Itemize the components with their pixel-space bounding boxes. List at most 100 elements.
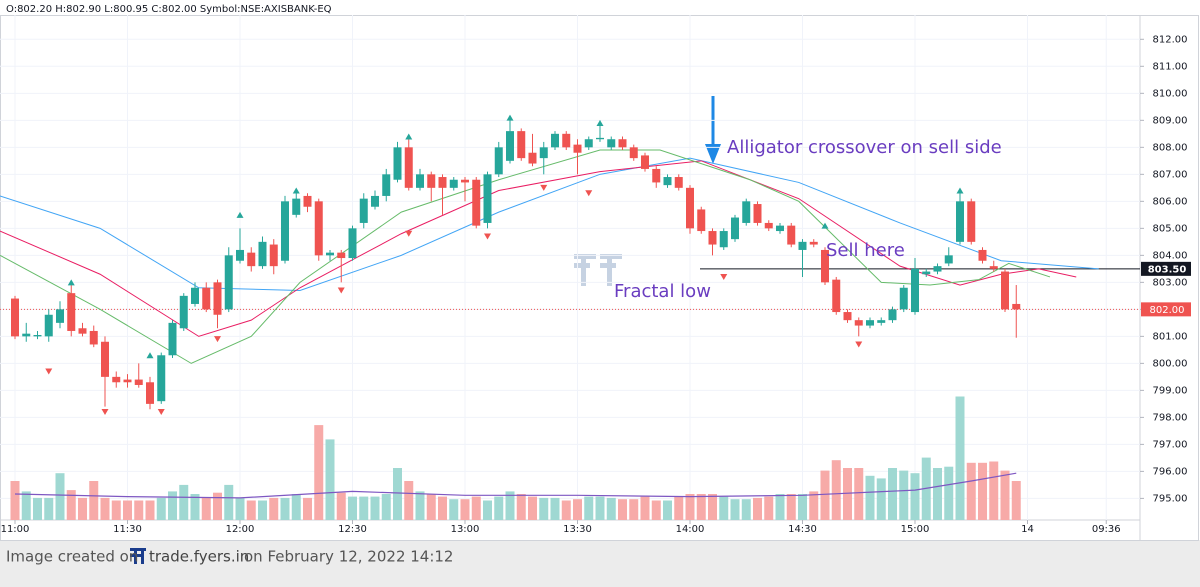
- candle: [584, 136, 593, 151]
- volume-bar: [865, 475, 875, 520]
- volume-bar: [449, 499, 459, 520]
- volume-bar: [460, 499, 470, 520]
- candle-body: [67, 293, 76, 331]
- candle-body: [449, 179, 458, 188]
- candle: [112, 371, 121, 388]
- candle: [978, 247, 987, 264]
- volume-bar: [145, 500, 155, 520]
- volume-bar: [899, 470, 909, 520]
- candle-body: [292, 198, 301, 215]
- y-tick-label: 806.00: [1153, 196, 1188, 207]
- candle-body: [359, 198, 368, 223]
- candle: [731, 214, 739, 242]
- fractal-down: [101, 408, 109, 415]
- volume-bar: [246, 500, 256, 520]
- volume-bar: [550, 497, 560, 520]
- y-tick-label: 796.00: [1153, 466, 1188, 477]
- candle-body: [269, 244, 278, 267]
- candle-body: [551, 133, 559, 148]
- volume-bar: [336, 492, 346, 520]
- candle-body: [674, 177, 683, 188]
- candle: [67, 285, 76, 337]
- x-tick-label: 12:00: [226, 524, 255, 535]
- candle: [281, 195, 289, 264]
- fractal-down: [405, 230, 413, 237]
- candle-body: [202, 287, 211, 310]
- candle: [821, 247, 829, 286]
- volume-bar: [651, 500, 661, 520]
- volume-bar: [618, 499, 627, 520]
- candle-body: [416, 174, 424, 188]
- candle-body: [461, 179, 469, 183]
- volume-ma-line: [14, 472, 1017, 499]
- volume-bar: [89, 481, 99, 520]
- candle: [719, 228, 728, 250]
- candle-body: [821, 249, 829, 283]
- candle-body: [168, 322, 177, 356]
- candle: [809, 239, 818, 248]
- x-tick-label: 15:00: [901, 524, 930, 535]
- candle: [191, 282, 199, 307]
- fractal-down: [855, 341, 863, 348]
- volume-bar: [55, 473, 65, 520]
- volume-bar: [640, 496, 650, 520]
- candle: [146, 376, 154, 410]
- ohlc-header: O:802.20 H:802.90 L:800.95 C:802.00 Symb…: [6, 4, 332, 15]
- volume-bar: [978, 462, 987, 520]
- candle: [539, 141, 548, 175]
- volume-bar: [764, 496, 774, 520]
- candle: [798, 239, 807, 277]
- candle: [956, 190, 964, 245]
- candle-body: [607, 139, 616, 148]
- price-label-box: [1141, 302, 1191, 317]
- candle: [899, 285, 908, 313]
- volume-bar: [21, 491, 31, 520]
- volume-bar: [190, 494, 200, 520]
- candle-body: [494, 147, 503, 175]
- candle: [359, 193, 368, 229]
- candle: [753, 201, 762, 226]
- fractal-up: [405, 133, 413, 140]
- volume-bar: [224, 484, 234, 520]
- volume-bar: [584, 496, 594, 520]
- candle-body: [506, 131, 514, 161]
- fractal-up: [67, 279, 75, 286]
- candle: [348, 225, 357, 261]
- candle-body: [719, 231, 728, 248]
- fractal-down: [157, 408, 165, 415]
- candle: [922, 268, 931, 277]
- candle: [562, 131, 571, 151]
- candle: [989, 260, 998, 272]
- x-tick-label: 13:00: [451, 524, 480, 535]
- candle-body: [22, 333, 31, 337]
- volume-bar: [741, 499, 751, 520]
- y-tick-label: 795.00: [1153, 493, 1188, 504]
- y-tick-label: 799.00: [1153, 385, 1188, 396]
- candle: [202, 282, 211, 313]
- volume-bar: [213, 492, 222, 520]
- candle-body: [213, 282, 222, 315]
- candle-body: [663, 177, 672, 186]
- volume-bar: [123, 500, 132, 520]
- annotation: Alligator crossover on sell side: [727, 137, 1002, 158]
- candle: [134, 363, 143, 388]
- candle-body: [708, 231, 717, 245]
- candle: [11, 295, 19, 340]
- candle-body: [191, 287, 199, 304]
- candle-body: [877, 320, 886, 323]
- volume-bar: [786, 494, 796, 520]
- x-tick-label: 14: [1021, 524, 1034, 535]
- fractal-down: [337, 287, 345, 294]
- y-tick-label: 808.00: [1153, 142, 1188, 153]
- candle: [551, 131, 559, 151]
- volume-bar: [156, 497, 166, 520]
- candle: [652, 166, 661, 188]
- annotation: Sell here: [826, 240, 905, 261]
- candle-body: [944, 255, 953, 264]
- candle: [866, 317, 874, 329]
- candle-body: [123, 379, 132, 383]
- candle: [832, 276, 841, 315]
- volume-bar: [393, 468, 402, 520]
- fractal-up: [956, 187, 964, 194]
